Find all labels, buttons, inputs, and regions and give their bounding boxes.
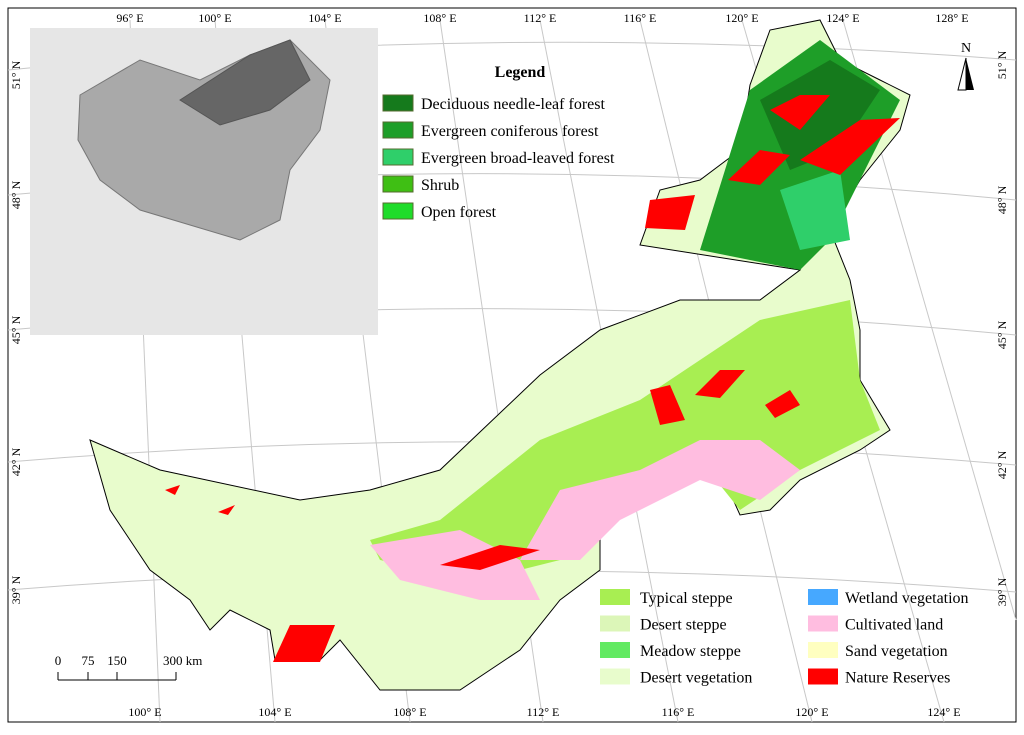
legend-swatch — [382, 148, 414, 166]
legend-label: Shrub — [421, 177, 459, 194]
legend-swatch — [600, 615, 630, 632]
scale-label: 75 — [82, 653, 95, 668]
bottom-label: 108° E — [393, 705, 426, 719]
legend-label: Meadow steppe — [640, 643, 741, 660]
right-label: 48° N — [995, 185, 1009, 214]
bottom-label: 120° E — [795, 705, 828, 719]
legend-swatch — [382, 175, 414, 193]
top-label: 128° E — [935, 11, 968, 25]
top-label: 120° E — [725, 11, 758, 25]
region — [89, 19, 911, 691]
legend-swatch — [382, 121, 414, 139]
right-label: 42° N — [995, 450, 1009, 479]
bottom-label: 116° E — [662, 705, 695, 719]
legend-label: Desert steppe — [640, 617, 727, 634]
legend-label: Sand vegetation — [845, 643, 948, 660]
top-label: 96° E — [116, 11, 143, 25]
top-label: 104° E — [308, 11, 341, 25]
left-label: 39° N — [9, 575, 23, 604]
legend-swatch — [808, 642, 838, 658]
legend-swatch — [808, 615, 838, 632]
north-label: N — [961, 41, 971, 56]
top-label: 116° E — [624, 11, 657, 25]
top-label: 124° E — [826, 11, 859, 25]
left-label: 48° N — [9, 180, 23, 209]
legend-swatch — [600, 642, 630, 658]
legend-label: Nature Reserves — [845, 670, 950, 687]
legend-swatch — [600, 668, 630, 685]
legend-label: Evergreen coniferous forest — [421, 123, 599, 140]
left-label: 45° N — [9, 315, 23, 344]
legend-swatch — [382, 94, 414, 112]
legend-label: Cultivated land — [845, 617, 943, 634]
inset-map — [30, 28, 378, 335]
bottom-label: 100° E — [128, 705, 161, 719]
right-label: 51° N — [995, 50, 1009, 79]
legend-label: Typical steppe — [640, 590, 733, 607]
right-label: 45° N — [995, 320, 1009, 349]
legend-swatch — [600, 589, 630, 605]
scale-label: 150 — [107, 653, 127, 668]
right-label: 39° N — [995, 577, 1009, 606]
bottom-label: 124° E — [927, 705, 960, 719]
left-label: 42° N — [9, 447, 23, 476]
north-arrow: N — [957, 41, 974, 91]
scale-label: 0 — [55, 653, 62, 668]
legend-label: Wetland vegetation — [845, 590, 969, 607]
bottom-label: 112° E — [527, 705, 560, 719]
top-label: 112° E — [524, 11, 557, 25]
legend-swatch — [808, 668, 838, 685]
scale-bar — [57, 672, 177, 681]
legend-label: Deciduous needle-leaf forest — [421, 96, 605, 113]
top-label: 108° E — [423, 11, 456, 25]
legend-label: Desert vegetation — [640, 670, 752, 687]
left-label: 51° N — [9, 60, 23, 89]
bottom-label: 104° E — [258, 705, 291, 719]
legend-label: Open forest — [421, 204, 497, 221]
legend-swatch — [382, 202, 414, 220]
top-label: 100° E — [198, 11, 231, 25]
legend-title: Legend — [495, 64, 546, 81]
legend-label: Evergreen broad-leaved forest — [421, 150, 615, 167]
labels: Deciduous needle-leaf forest Evergreen co… — [9, 11, 1009, 719]
legend-swatch — [808, 589, 838, 605]
scale-label: 300 km — [163, 653, 202, 668]
